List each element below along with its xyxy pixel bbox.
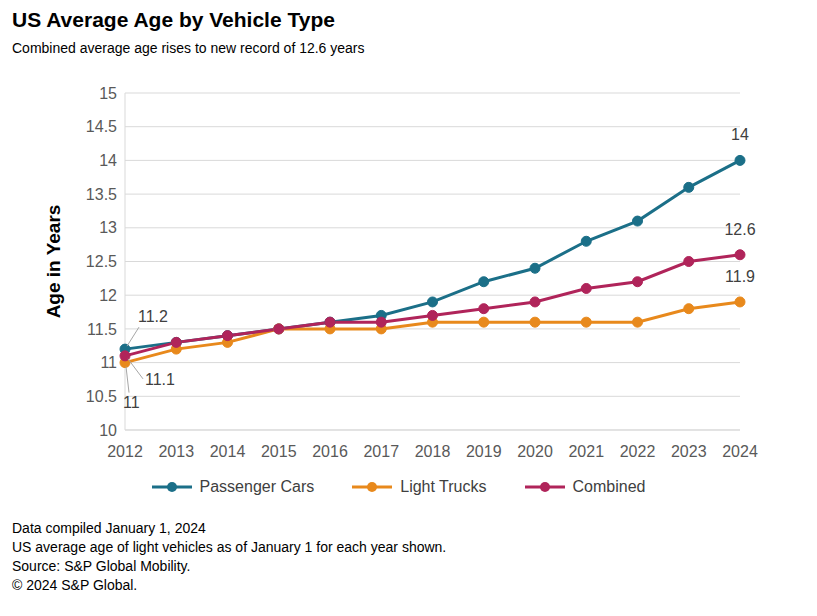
svg-text:10: 10	[99, 422, 117, 439]
svg-text:11.2: 11.2	[138, 308, 168, 325]
svg-text:2018: 2018	[415, 443, 451, 460]
svg-text:14: 14	[99, 152, 117, 169]
html-text:Combined: Combined	[572, 478, 646, 495]
svg-text:2019: 2019	[466, 443, 502, 460]
svg-text:10.5: 10.5	[86, 388, 117, 405]
svg-text:2013: 2013	[158, 443, 194, 460]
svg-text:14: 14	[731, 126, 749, 143]
svg-text:14.5: 14.5	[86, 118, 117, 135]
html-text:US average age of light vehicl: US average age of light vehicles as of J…	[12, 539, 447, 555]
svg-text:12.6: 12.6	[724, 221, 755, 238]
svg-text:2024: 2024	[722, 443, 758, 460]
svg-text:2020: 2020	[517, 443, 553, 460]
svg-text:11.5: 11.5	[87, 321, 117, 338]
svg-text:11.9: 11.9	[725, 268, 755, 285]
html-text:Light Trucks: Light Trucks	[400, 478, 487, 495]
svg-text:11: 11	[100, 354, 117, 371]
html-text:© 2024 S&P Global.: © 2024 S&P Global.	[12, 577, 138, 593]
svg-text:15: 15	[99, 85, 117, 102]
svg-text:2014: 2014	[210, 443, 246, 460]
html-text:Passenger Cars: Passenger Cars	[199, 478, 315, 495]
svg-text:11: 11	[123, 394, 140, 411]
svg-text:11.1: 11.1	[145, 371, 175, 388]
svg-text:13: 13	[99, 219, 117, 236]
svg-text:13.5: 13.5	[86, 186, 117, 203]
svg-text:2023: 2023	[671, 443, 707, 460]
html-text:Data compiled January 1, 2024: Data compiled January 1, 2024	[12, 520, 206, 536]
svg-text:2012: 2012	[107, 443, 143, 460]
svg-text:2022: 2022	[620, 443, 656, 460]
svg-text:2016: 2016	[312, 443, 348, 460]
svg-text:12.5: 12.5	[86, 253, 117, 270]
html-text:US Average Age by Vehicle Type: US Average Age by Vehicle Type	[12, 8, 335, 31]
html-text:Source: S&P Global Mobility.: Source: S&P Global Mobility.	[12, 558, 191, 574]
svg-text:Age in Years: Age in Years	[43, 205, 64, 319]
svg-text:2017: 2017	[363, 443, 399, 460]
svg-text:2015: 2015	[261, 443, 297, 460]
svg-text:2021: 2021	[568, 443, 604, 460]
html-text:Combined average age rises to: Combined average age rises to new record…	[12, 40, 365, 56]
svg-text:12: 12	[99, 287, 117, 304]
